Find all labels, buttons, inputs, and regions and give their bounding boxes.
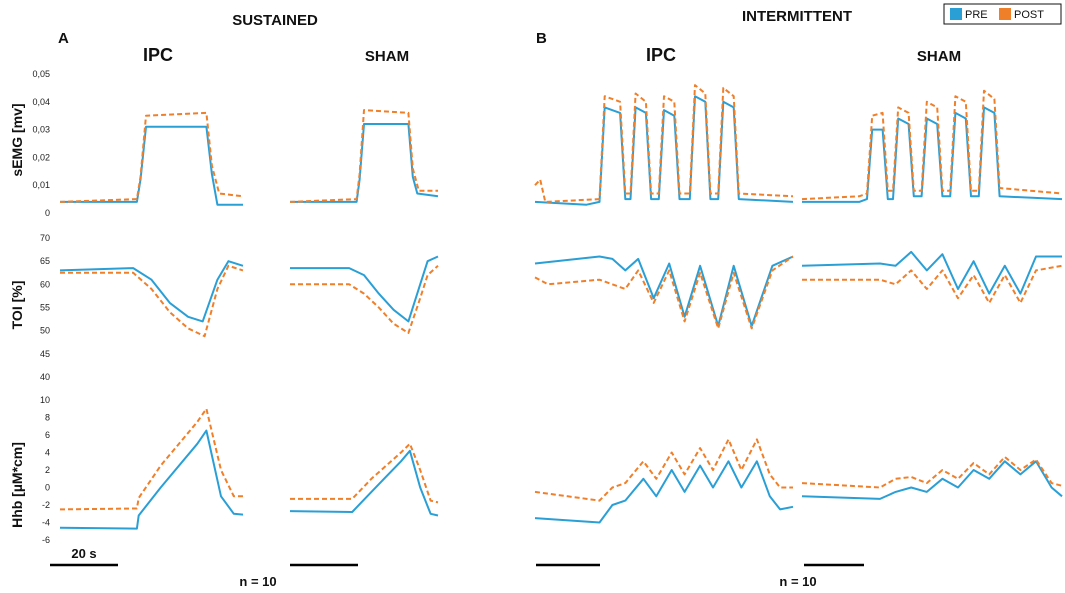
trace-intermittent-ipc-hhb-post bbox=[534, 438, 793, 502]
trace-sustained-sham-toi-pre bbox=[290, 255, 439, 323]
trace-intermittent-ipc-toi-pre bbox=[534, 255, 794, 327]
trace-intermittent-sham-toi-pre bbox=[801, 250, 1062, 295]
y-tick-semg-4: 0,04 bbox=[32, 97, 50, 107]
y-tick-hhb-3: 0 bbox=[45, 483, 50, 493]
y-tick-hhb-7: 8 bbox=[45, 413, 50, 423]
panel-label-a: A bbox=[58, 30, 69, 47]
condition-ipc-sustained: IPC bbox=[143, 45, 173, 65]
y-tick-labels: 00,010,020,030,040,0540455055606570-6-4-… bbox=[32, 69, 50, 545]
traces bbox=[59, 84, 1063, 530]
trace-intermittent-ipc-semg-post bbox=[534, 84, 794, 203]
y-tick-hhb-5: 4 bbox=[45, 448, 50, 458]
trace-sustained-ipc-toi-post bbox=[60, 264, 244, 338]
heading-sustained: SUSTAINED bbox=[232, 12, 318, 29]
y-tick-hhb-4: 2 bbox=[45, 465, 50, 475]
trace-sustained-ipc-hhb-pre bbox=[59, 429, 244, 530]
trace-sustained-ipc-hhb-post bbox=[59, 407, 243, 511]
trace-sustained-sham-semg-post bbox=[289, 109, 438, 203]
y-tick-toi-5: 65 bbox=[40, 256, 50, 266]
trace-intermittent-ipc-semg-pre bbox=[534, 95, 794, 206]
n-label-sustained: n = 10 bbox=[239, 574, 276, 589]
ylabel-toi: TOI [%] bbox=[9, 281, 25, 330]
heading-intermittent: INTERMITTENT bbox=[742, 8, 852, 25]
trace-intermittent-sham-hhb-pre bbox=[801, 460, 1063, 500]
legend-label-post: POST bbox=[1014, 9, 1044, 21]
condition-sham-intermittent: SHAM bbox=[917, 48, 961, 65]
y-tick-toi-3: 55 bbox=[40, 303, 50, 313]
trace-intermittent-ipc-hhb-pre bbox=[534, 460, 794, 524]
y-tick-semg-1: 0,01 bbox=[32, 180, 50, 190]
y-tick-semg-2: 0,02 bbox=[32, 152, 50, 162]
legend: PRE POST bbox=[943, 3, 1062, 25]
y-tick-semg-0: 0 bbox=[45, 208, 50, 218]
y-tick-hhb-8: 10 bbox=[40, 395, 50, 405]
scale-bar-label: 20 s bbox=[71, 546, 96, 561]
legend-label-pre: PRE bbox=[965, 9, 988, 21]
trace-sustained-ipc-semg-pre bbox=[60, 125, 243, 206]
trace-sustained-sham-semg-pre bbox=[290, 123, 439, 203]
ylabel-hhb: Hhb [µM*cm] bbox=[9, 442, 25, 528]
panel-label-b: B bbox=[536, 30, 547, 47]
y-tick-semg-3: 0,03 bbox=[32, 125, 50, 135]
trace-intermittent-sham-semg-post bbox=[801, 89, 1063, 201]
trace-intermittent-sham-semg-pre bbox=[802, 106, 1063, 203]
y-tick-toi-6: 70 bbox=[40, 233, 50, 243]
y-tick-hhb-6: 6 bbox=[45, 430, 50, 440]
ylabel-semg: sEMG [mv] bbox=[9, 103, 25, 176]
condition-ipc-intermittent: IPC bbox=[646, 45, 676, 65]
legend-swatch-post bbox=[999, 8, 1011, 20]
y-tick-toi-2: 50 bbox=[40, 326, 50, 336]
y-tick-hhb-0: -6 bbox=[42, 535, 50, 545]
trace-intermittent-sham-toi-post bbox=[802, 264, 1063, 304]
trace-intermittent-ipc-toi-post bbox=[534, 255, 794, 330]
trace-intermittent-sham-hhb-post bbox=[801, 455, 1063, 489]
trace-sustained-sham-toi-post bbox=[290, 265, 439, 334]
trace-sustained-ipc-semg-post bbox=[59, 111, 244, 203]
n-label-intermittent: n = 10 bbox=[779, 574, 816, 589]
y-tick-toi-1: 45 bbox=[40, 349, 50, 359]
y-tick-toi-0: 40 bbox=[40, 372, 50, 382]
y-tick-hhb-1: -4 bbox=[42, 518, 50, 528]
legend-swatch-pre bbox=[950, 8, 962, 20]
condition-sham-sustained: SHAM bbox=[365, 48, 409, 65]
trace-sustained-sham-hhb-post bbox=[290, 442, 439, 504]
y-tick-toi-4: 60 bbox=[40, 279, 50, 289]
y-tick-hhb-2: -2 bbox=[42, 500, 50, 510]
trace-sustained-sham-hhb-pre bbox=[289, 449, 439, 517]
y-tick-semg-5: 0,05 bbox=[32, 69, 50, 79]
trace-sustained-ipc-toi-pre bbox=[59, 260, 244, 323]
